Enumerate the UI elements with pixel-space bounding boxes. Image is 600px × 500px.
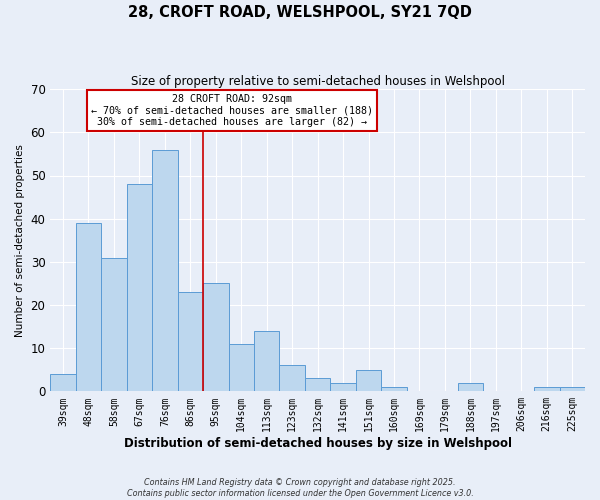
X-axis label: Distribution of semi-detached houses by size in Welshpool: Distribution of semi-detached houses by … — [124, 437, 512, 450]
Bar — [203, 284, 229, 392]
Bar — [280, 366, 305, 392]
Bar — [127, 184, 152, 392]
Text: 28, CROFT ROAD, WELSHPOOL, SY21 7QD: 28, CROFT ROAD, WELSHPOOL, SY21 7QD — [128, 5, 472, 20]
Bar — [458, 382, 483, 392]
Y-axis label: Number of semi-detached properties: Number of semi-detached properties — [15, 144, 25, 336]
Bar — [382, 387, 407, 392]
Bar — [331, 382, 356, 392]
Bar — [101, 258, 127, 392]
Bar — [254, 331, 280, 392]
Bar — [560, 387, 585, 392]
Bar — [534, 387, 560, 392]
Bar — [178, 292, 203, 392]
Bar — [50, 374, 76, 392]
Bar — [152, 150, 178, 392]
Bar — [76, 223, 101, 392]
Bar — [305, 378, 331, 392]
Title: Size of property relative to semi-detached houses in Welshpool: Size of property relative to semi-detach… — [131, 75, 505, 88]
Text: 28 CROFT ROAD: 92sqm
← 70% of semi-detached houses are smaller (188)
30% of semi: 28 CROFT ROAD: 92sqm ← 70% of semi-detac… — [91, 94, 373, 127]
Bar — [229, 344, 254, 392]
Text: Contains HM Land Registry data © Crown copyright and database right 2025.
Contai: Contains HM Land Registry data © Crown c… — [127, 478, 473, 498]
Bar — [356, 370, 382, 392]
